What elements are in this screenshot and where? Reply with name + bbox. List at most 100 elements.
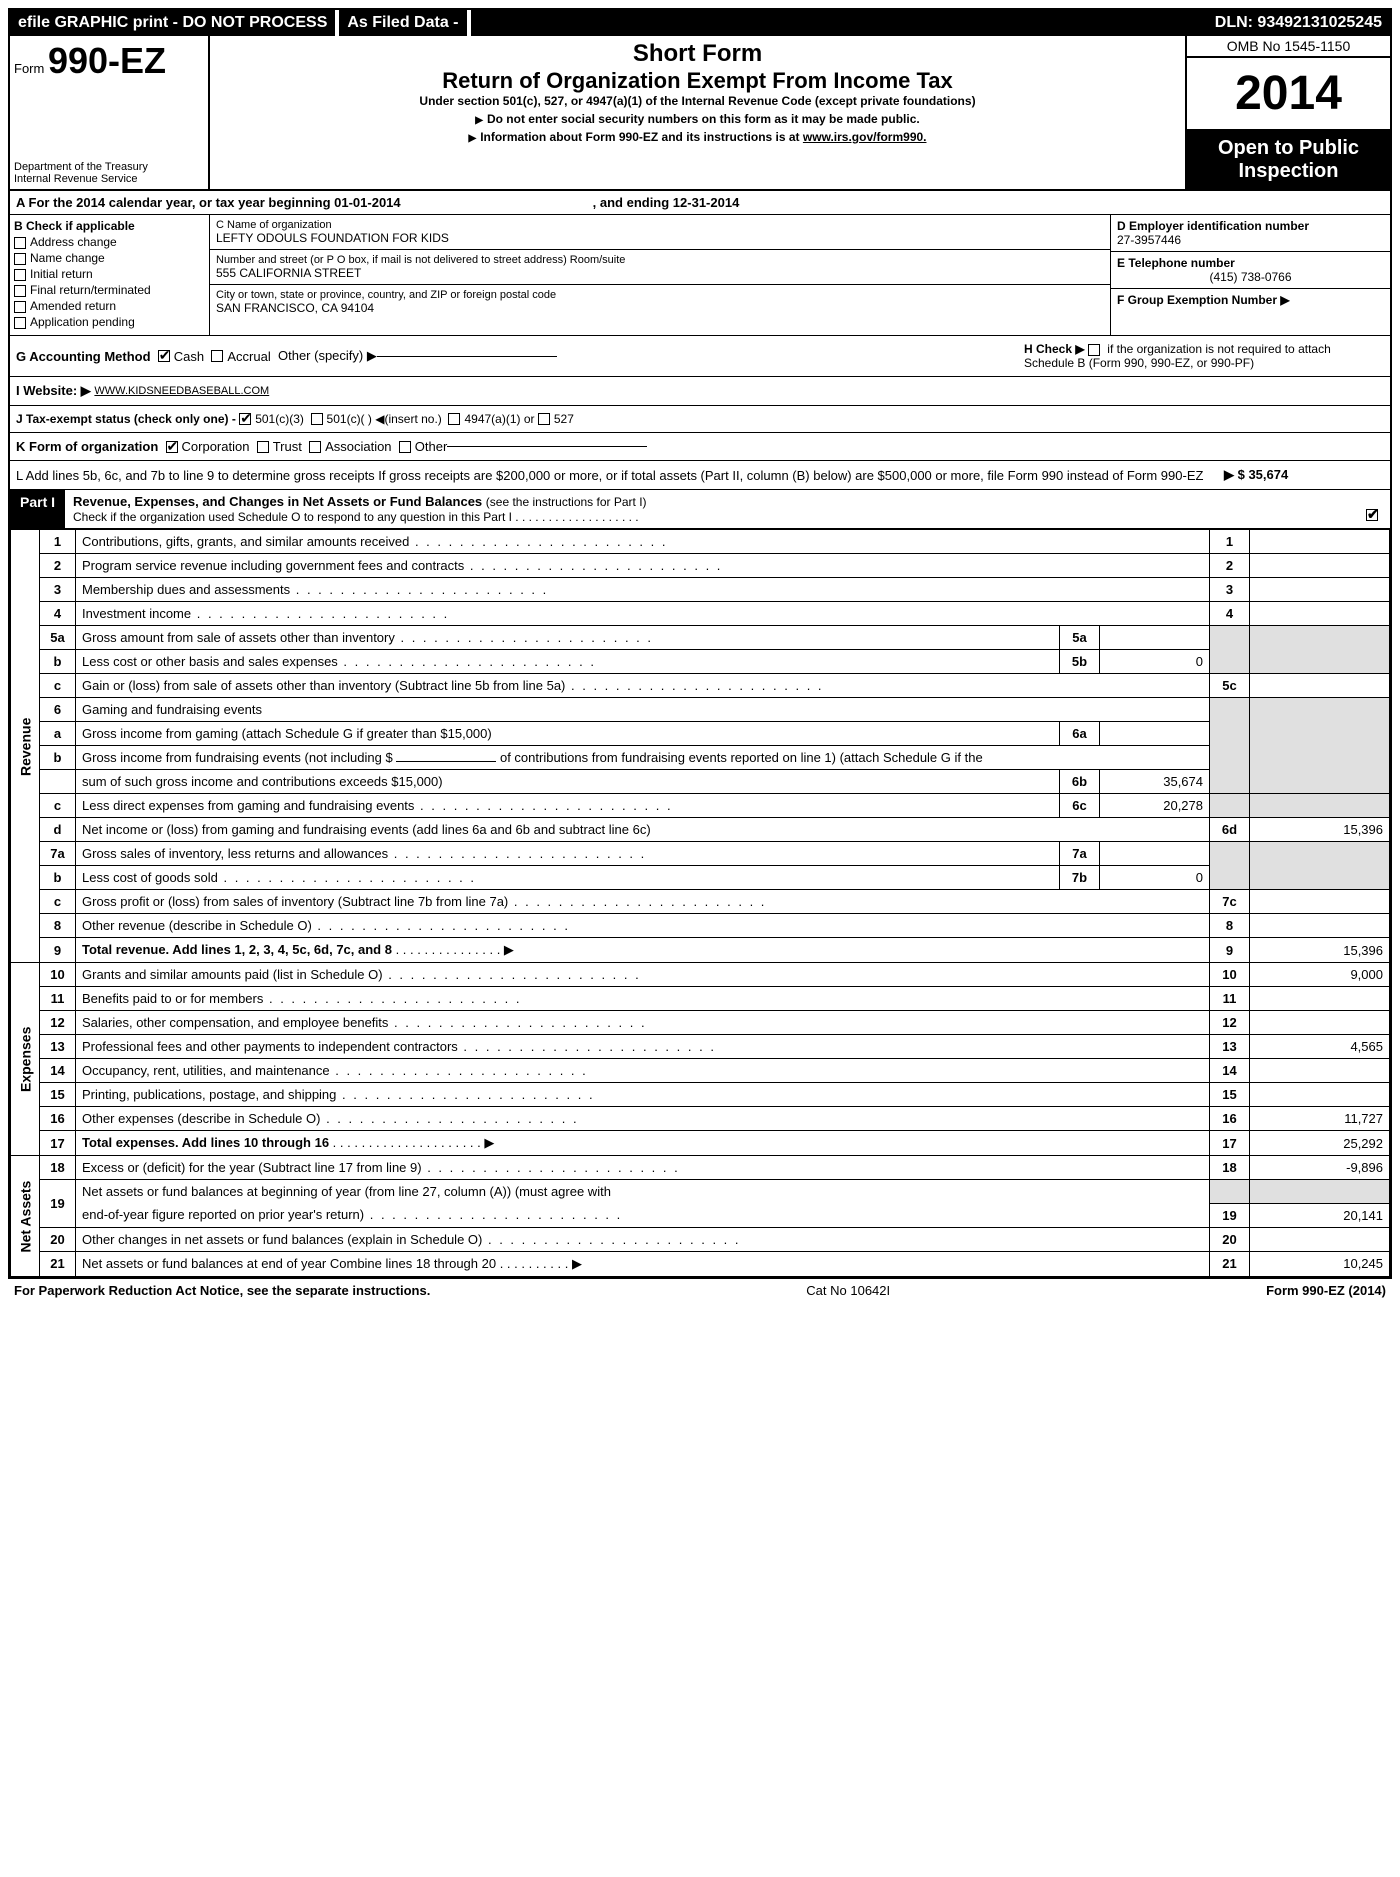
footer-row: For Paperwork Reduction Act Notice, see …	[8, 1279, 1392, 1302]
footer-right: Form 990-EZ (2014)	[1266, 1283, 1386, 1298]
row-a-text: A For the 2014 calendar year, or tax yea…	[16, 195, 401, 210]
line-19-val: 20,141	[1250, 1203, 1390, 1227]
line-16-desc: Other expenses (describe in Schedule O)	[82, 1111, 579, 1126]
row-j: J Tax-exempt status (check only one) - 5…	[10, 406, 1390, 433]
line-10-desc: Grants and similar amounts paid (list in…	[82, 967, 641, 982]
check-4947[interactable]	[448, 413, 460, 425]
row-a: A For the 2014 calendar year, or tax yea…	[10, 191, 1390, 215]
phone-label: E Telephone number	[1117, 256, 1384, 270]
line-8-desc: Other revenue (describe in Schedule O)	[82, 918, 570, 933]
line-12-val	[1250, 1011, 1390, 1035]
row-a-left: A For the 2014 calendar year, or tax yea…	[10, 191, 407, 214]
expenses-side-label: Expenses	[11, 963, 40, 1156]
check-cash[interactable]	[158, 350, 170, 362]
line-20-desc: Other changes in net assets or fund bala…	[82, 1232, 741, 1247]
line-6-desc: Gaming and fundraising events	[76, 698, 1210, 722]
check-association[interactable]	[309, 441, 321, 453]
check-trust[interactable]	[257, 441, 269, 453]
check-initial-return[interactable]: Initial return	[14, 267, 205, 281]
check-501c3[interactable]	[239, 413, 251, 425]
line-20-val	[1250, 1227, 1390, 1251]
ein-label: D Employer identification number	[1117, 219, 1384, 233]
header-left: Form 990-EZ Department of the Treasury I…	[10, 36, 210, 189]
footer-center: Cat No 10642I	[806, 1283, 890, 1298]
line-3-val	[1250, 578, 1390, 602]
ein-value: 27-3957446	[1117, 233, 1384, 247]
form-prefix: Form	[14, 61, 44, 76]
line-10-val: 9,000	[1250, 963, 1390, 987]
short-form-title: Short Form	[214, 40, 1181, 68]
check-final-return[interactable]: Final return/terminated	[14, 283, 205, 297]
line-5b-desc: Less cost or other basis and sales expen…	[82, 654, 596, 669]
open-public-l2: Inspection	[1187, 160, 1390, 183]
form-number-big: 990-EZ	[48, 40, 166, 81]
line-2-desc: Program service revenue including govern…	[82, 558, 722, 573]
line-6d-val: 15,396	[1250, 818, 1390, 842]
part-1-check-note: Check if the organization used Schedule …	[73, 510, 639, 524]
l-text: L Add lines 5b, 6c, and 7b to line 9 to …	[16, 468, 1224, 483]
line-21-val: 10,245	[1250, 1251, 1390, 1276]
treasury-line2: Internal Revenue Service	[14, 173, 148, 185]
header-center: Short Form Return of Organization Exempt…	[210, 36, 1185, 189]
check-amended-return[interactable]: Amended return	[14, 299, 205, 313]
line-21-desc: Net assets or fund balances at end of ye…	[82, 1256, 496, 1271]
line-11-desc: Benefits paid to or for members	[82, 991, 522, 1006]
phone-row: E Telephone number (415) 738-0766	[1111, 252, 1390, 289]
website-link[interactable]: WWW.KIDSNEEDBASEBALL.COM	[94, 385, 269, 397]
org-city-label: City or town, state or province, country…	[216, 289, 1104, 301]
note-ssn: Do not enter social security numbers on …	[214, 112, 1181, 126]
org-city: SAN FRANCISCO, CA 94104	[216, 301, 1104, 315]
org-addr-label: Number and street (or P O box, if mail i…	[216, 254, 1104, 266]
col-b-title: B Check if applicable	[14, 219, 205, 233]
row-g: G Accounting Method Cash Accrual Other (…	[10, 336, 1390, 377]
check-schedule-o[interactable]	[1366, 509, 1378, 521]
top-bar: efile GRAPHIC print - DO NOT PROCESS As …	[10, 10, 1390, 36]
open-public: Open to Public Inspection	[1187, 131, 1390, 189]
form-header: Form 990-EZ Department of the Treasury I…	[10, 36, 1390, 191]
org-city-row: City or town, state or province, country…	[210, 285, 1110, 319]
line-2-val	[1250, 554, 1390, 578]
org-name-row: C Name of organization LEFTY ODOULS FOUN…	[210, 215, 1110, 250]
check-527[interactable]	[538, 413, 550, 425]
line-15-val	[1250, 1083, 1390, 1107]
check-name-change[interactable]: Name change	[14, 251, 205, 265]
line-6b-desc: Gross income from fundraising events (no…	[76, 746, 1210, 770]
check-corporation[interactable]	[166, 441, 178, 453]
open-public-l1: Open to Public	[1187, 137, 1390, 160]
header-right: OMB No 1545-1150 2014 Open to Public Ins…	[1185, 36, 1390, 189]
line-1-val	[1250, 530, 1390, 554]
line-6b3-desc: sum of such gross income and contributio…	[82, 774, 443, 789]
row-i: I Website: ▶ WWW.KIDSNEEDBASEBALL.COM	[10, 377, 1390, 406]
i-label: I Website: ▶	[16, 383, 91, 399]
phone-value: (415) 738-0766	[1117, 270, 1384, 284]
footer-left: For Paperwork Reduction Act Notice, see …	[14, 1283, 430, 1298]
check-schedule-b[interactable]	[1088, 344, 1100, 356]
form-number: Form 990-EZ	[14, 40, 204, 82]
irs-link[interactable]: www.irs.gov/form990.	[803, 130, 927, 144]
part-1-header: Part I Revenue, Expenses, and Changes in…	[10, 490, 1390, 529]
line-13-val: 4,565	[1250, 1035, 1390, 1059]
row-l: L Add lines 5b, 6c, and 7b to line 9 to …	[10, 461, 1390, 490]
check-other-form[interactable]	[399, 441, 411, 453]
check-501c[interactable]	[311, 413, 323, 425]
j-label: J Tax-exempt status (check only one) -	[16, 412, 236, 426]
part-1-label: Part I	[10, 490, 65, 528]
line-9-desc: Total revenue. Add lines 1, 2, 3, 4, 5c,…	[82, 942, 392, 957]
line-4-desc: Investment income	[82, 606, 449, 621]
line-5b-val: 0	[1100, 650, 1210, 674]
check-address-change[interactable]: Address change	[14, 235, 205, 249]
line-5c-val	[1250, 674, 1390, 698]
row-h: H Check ▶ if the organization is not req…	[1024, 342, 1384, 370]
check-application-pending[interactable]: Application pending	[14, 315, 205, 329]
check-accrual[interactable]	[211, 350, 223, 362]
section-b-through-f: B Check if applicable Address change Nam…	[10, 215, 1390, 336]
line-7b-desc: Less cost of goods sold	[82, 870, 476, 885]
line-14-desc: Occupancy, rent, utilities, and maintena…	[82, 1063, 588, 1078]
line-7c-val	[1250, 890, 1390, 914]
part-1-table: Revenue 1 Contributions, gifts, grants, …	[10, 529, 1390, 1277]
l-amount: ▶ $ 35,674	[1224, 467, 1384, 483]
group-exempt-label: F Group Exemption Number ▶	[1117, 293, 1384, 307]
col-c: C Name of organization LEFTY ODOULS FOUN…	[210, 215, 1110, 335]
as-filed-label: As Filed Data -	[339, 10, 470, 36]
row-a-end: , and ending 12-31-2014	[587, 191, 746, 214]
